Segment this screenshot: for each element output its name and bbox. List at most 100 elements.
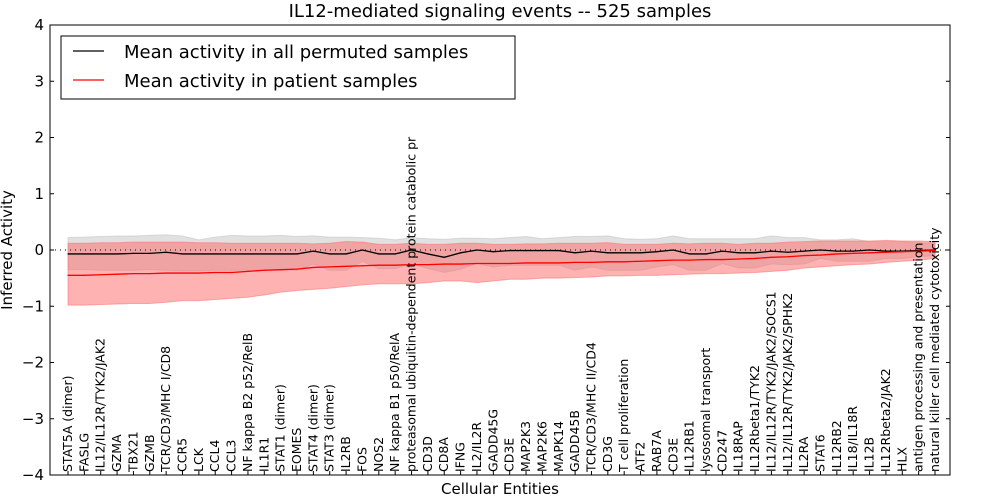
x-tick-label: CD3E — [502, 438, 517, 472]
x-tick-label: MAP2K6 — [534, 421, 549, 472]
patient-point — [901, 251, 903, 253]
x-tick-label: MAPK14 — [551, 421, 566, 472]
x-tick-label: IFNG — [453, 442, 468, 472]
patient-point — [689, 259, 691, 261]
x-tick-label: IL12B — [862, 437, 877, 472]
permuted-point — [443, 256, 445, 258]
permuted-point — [149, 252, 151, 254]
patient-point — [247, 270, 249, 272]
permuted-point — [312, 250, 314, 252]
x-tick-label: IL2RB — [338, 436, 353, 472]
permuted-point — [672, 249, 674, 251]
permuted-point — [836, 250, 838, 252]
permuted-point — [623, 252, 625, 254]
legend-box — [60, 35, 516, 100]
x-tick-label: CCR5 — [175, 438, 190, 472]
y-tick-label: 2 — [34, 129, 44, 147]
permuted-point — [787, 251, 789, 253]
x-tick-label: lysosomal transport — [698, 348, 713, 472]
permuted-point — [165, 251, 167, 253]
patient-point — [181, 272, 184, 274]
x-tick-label: IL12RB1 — [682, 420, 697, 472]
patient-point — [868, 252, 871, 254]
x-tick-label: TCR/CD3/MHC II/CD4 — [583, 342, 598, 473]
patient-point — [492, 262, 494, 265]
x-tick-label: TBX21 — [125, 431, 140, 473]
x-tick-label: STAT4 (dimer) — [305, 384, 320, 472]
y-tick-label: 3 — [34, 72, 44, 90]
patient-point — [787, 256, 789, 258]
permuted-point — [361, 249, 364, 251]
patient-point — [525, 262, 527, 264]
permuted-point — [656, 251, 658, 253]
y-tick-label: 0 — [34, 241, 44, 259]
x-tick-label: GZMA — [109, 434, 124, 472]
patient-point — [132, 273, 135, 275]
patient-point — [149, 273, 151, 275]
legend-label-permuted: Mean activity in all permuted samples — [124, 42, 468, 63]
patient-point — [852, 252, 854, 254]
chart-title: IL12-mediated signaling events -- 525 sa… — [289, 1, 712, 22]
permuted-mean-line — [68, 249, 936, 258]
patient-range-band — [67, 239, 936, 306]
x-tick-label: CD3G — [600, 436, 615, 472]
x-tick-label: LCK — [191, 447, 206, 472]
x-tick-label: IL2/IL2R — [469, 422, 484, 472]
x-tick-label: IL12RB2 — [829, 420, 844, 472]
patient-mean-line — [68, 249, 936, 276]
x-tick-label: CCL4 — [207, 440, 222, 472]
y-tick-label: 4 — [34, 16, 44, 34]
permuted-point — [116, 253, 118, 255]
permuted-point — [689, 253, 691, 255]
x-tick-label: GZMB — [142, 434, 157, 472]
permuted-point — [410, 249, 413, 251]
patient-point — [394, 264, 396, 266]
x-tick-label: IL1R1 — [256, 437, 271, 472]
bands-layer — [67, 234, 936, 306]
permuted-point — [476, 249, 478, 251]
x-tick-label: GADD45G — [485, 409, 500, 472]
x-tick-label: EOMES — [289, 428, 304, 472]
x-tick-label: GADD45B — [567, 410, 582, 472]
x-tick-label: NF kappa B1 p50/RelA — [387, 332, 402, 472]
patient-point — [803, 255, 805, 257]
x-tick-label: IL12Rbeta1/TYK2 — [747, 365, 762, 472]
permuted-point — [329, 253, 331, 255]
patient-point — [607, 261, 609, 263]
patient-point — [656, 260, 658, 262]
x-tick-label: STAT6 — [812, 434, 827, 472]
x-tick-label: NF kappa B2 p52/RelB — [240, 333, 255, 472]
x-tick-label: CCL3 — [224, 440, 239, 472]
x-tick-label: T cell proliferation — [616, 359, 631, 473]
permuted-point — [607, 252, 609, 254]
permuted-point — [83, 253, 85, 255]
permuted-point — [705, 253, 707, 255]
permuted-point — [819, 249, 822, 251]
patient-point — [329, 266, 331, 268]
patient-point — [590, 261, 593, 263]
patient-point — [83, 274, 85, 276]
patient-point — [460, 263, 462, 265]
permuted-point — [509, 249, 511, 252]
patient-point — [623, 261, 625, 263]
x-tick-label: STAT5A (dimer) — [60, 376, 75, 472]
permuted-point — [803, 250, 805, 252]
permuted-point — [132, 252, 135, 254]
patient-point — [116, 273, 118, 275]
patient-point — [721, 258, 723, 261]
permuted-point — [280, 253, 282, 255]
patient-point — [770, 256, 773, 258]
x-tick-label: antigen processing and presentation — [911, 243, 926, 472]
patient-point — [280, 269, 282, 271]
patient-point — [361, 265, 364, 267]
x-tick-label: proteasomal ubiquitin-dependent protein … — [404, 136, 419, 472]
patient-point — [427, 264, 429, 266]
x-tick-label: IL18RAP — [731, 421, 746, 472]
x-tick-label: IL12/IL12R/TYK2/JAK2/SOCS1 — [763, 291, 778, 472]
permuted-point — [541, 249, 543, 252]
x-tick-label: CD3D — [420, 436, 435, 472]
patient-point — [509, 262, 511, 265]
permuted-point — [67, 253, 69, 255]
y-axis-ticks: −4 −3 −2 −1 0 1 2 3 4 — [22, 16, 950, 484]
